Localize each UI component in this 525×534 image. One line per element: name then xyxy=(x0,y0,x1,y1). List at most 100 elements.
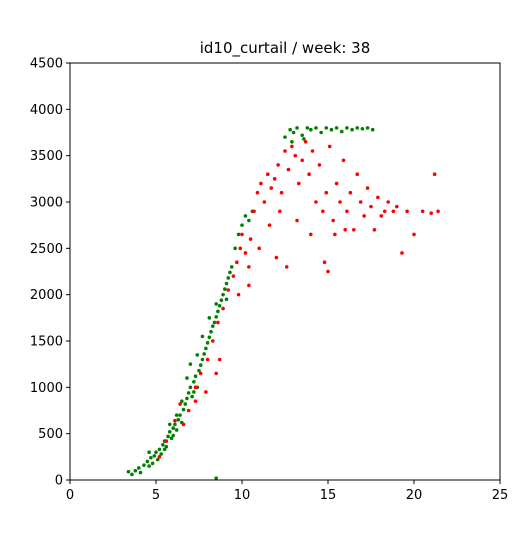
green-point xyxy=(221,292,225,297)
red-point xyxy=(429,211,434,215)
y-tick-label: 3500 xyxy=(30,149,63,164)
green-point xyxy=(174,413,179,417)
red-point xyxy=(290,144,294,149)
green-point xyxy=(159,452,163,456)
green-point xyxy=(186,391,191,395)
green-point xyxy=(152,454,157,458)
red-point xyxy=(247,283,251,288)
green-point xyxy=(355,126,360,130)
red-point xyxy=(238,246,243,251)
red-point xyxy=(164,439,169,443)
red-point xyxy=(193,385,198,390)
red-point xyxy=(321,209,325,214)
green-point xyxy=(150,461,155,466)
green-point xyxy=(167,430,172,434)
x-tick-label: 5 xyxy=(152,488,160,503)
green-point xyxy=(365,126,370,130)
red-point xyxy=(362,214,366,218)
green-point xyxy=(207,316,212,320)
red-point xyxy=(236,292,241,297)
red-point xyxy=(279,190,284,195)
green-point xyxy=(162,447,167,452)
green-point xyxy=(173,422,177,427)
red-point xyxy=(240,232,244,237)
green-point xyxy=(167,422,172,427)
green-point xyxy=(157,447,162,452)
green-point xyxy=(228,270,232,275)
red-point xyxy=(283,149,287,153)
green-point xyxy=(197,368,201,373)
green-point xyxy=(214,302,218,306)
green-point xyxy=(145,459,150,464)
red-point xyxy=(341,158,346,163)
red-point xyxy=(216,320,220,325)
green-point xyxy=(190,394,194,399)
green-point xyxy=(154,450,158,455)
green-point xyxy=(210,324,215,328)
red-point xyxy=(284,265,289,269)
green-point xyxy=(319,130,323,135)
red-point xyxy=(338,200,342,204)
red-point xyxy=(327,144,332,149)
red-point xyxy=(214,371,218,376)
green-point xyxy=(224,297,229,302)
red-point xyxy=(193,399,198,404)
green-point xyxy=(126,469,131,474)
red-point xyxy=(248,237,253,241)
green-point xyxy=(192,390,196,394)
red-point xyxy=(186,408,191,413)
red-point xyxy=(204,390,208,394)
green-point xyxy=(305,126,310,130)
red-point xyxy=(307,172,311,176)
green-point xyxy=(212,320,217,325)
red-point xyxy=(300,158,305,163)
red-point xyxy=(355,172,360,176)
red-point xyxy=(382,209,387,214)
red-point xyxy=(272,177,277,181)
red-point xyxy=(231,274,236,278)
green-point xyxy=(243,214,248,218)
green-point xyxy=(314,126,318,130)
red-point xyxy=(324,190,329,195)
green-point xyxy=(229,265,234,269)
x-tick-label: 25 xyxy=(492,488,509,503)
green-point xyxy=(202,352,206,356)
red-point xyxy=(269,186,274,190)
green-point xyxy=(302,137,306,141)
green-point xyxy=(329,127,334,132)
red-point xyxy=(395,204,399,209)
green-point xyxy=(200,334,205,339)
red-point xyxy=(276,163,280,167)
red-point xyxy=(157,455,162,459)
x-tick-label: 20 xyxy=(406,488,423,503)
x-tick-label: 0 xyxy=(66,488,74,503)
red-point xyxy=(247,265,251,269)
red-point xyxy=(372,228,377,232)
red-point xyxy=(379,214,384,218)
green-point xyxy=(188,385,193,390)
green-point xyxy=(283,135,287,139)
y-tick-label: 1000 xyxy=(30,381,63,396)
red-point xyxy=(400,251,404,255)
red-point xyxy=(262,200,267,204)
green-point xyxy=(295,126,299,130)
red-point xyxy=(221,306,225,311)
y-tick-label: 4500 xyxy=(30,57,63,72)
green-point xyxy=(223,287,227,291)
green-point xyxy=(300,133,305,138)
red-point xyxy=(317,163,322,167)
red-point xyxy=(365,186,370,190)
red-point xyxy=(278,209,282,214)
green-point xyxy=(155,457,160,462)
y-tick-label: 2500 xyxy=(30,242,63,257)
green-point xyxy=(204,346,208,351)
red-point xyxy=(348,190,353,195)
green-point xyxy=(205,341,210,345)
green-point xyxy=(370,127,375,132)
green-point xyxy=(193,374,198,379)
green-point xyxy=(138,470,143,475)
red-point xyxy=(296,181,301,186)
y-tick-label: 0 xyxy=(55,474,63,489)
green-point xyxy=(247,218,251,223)
